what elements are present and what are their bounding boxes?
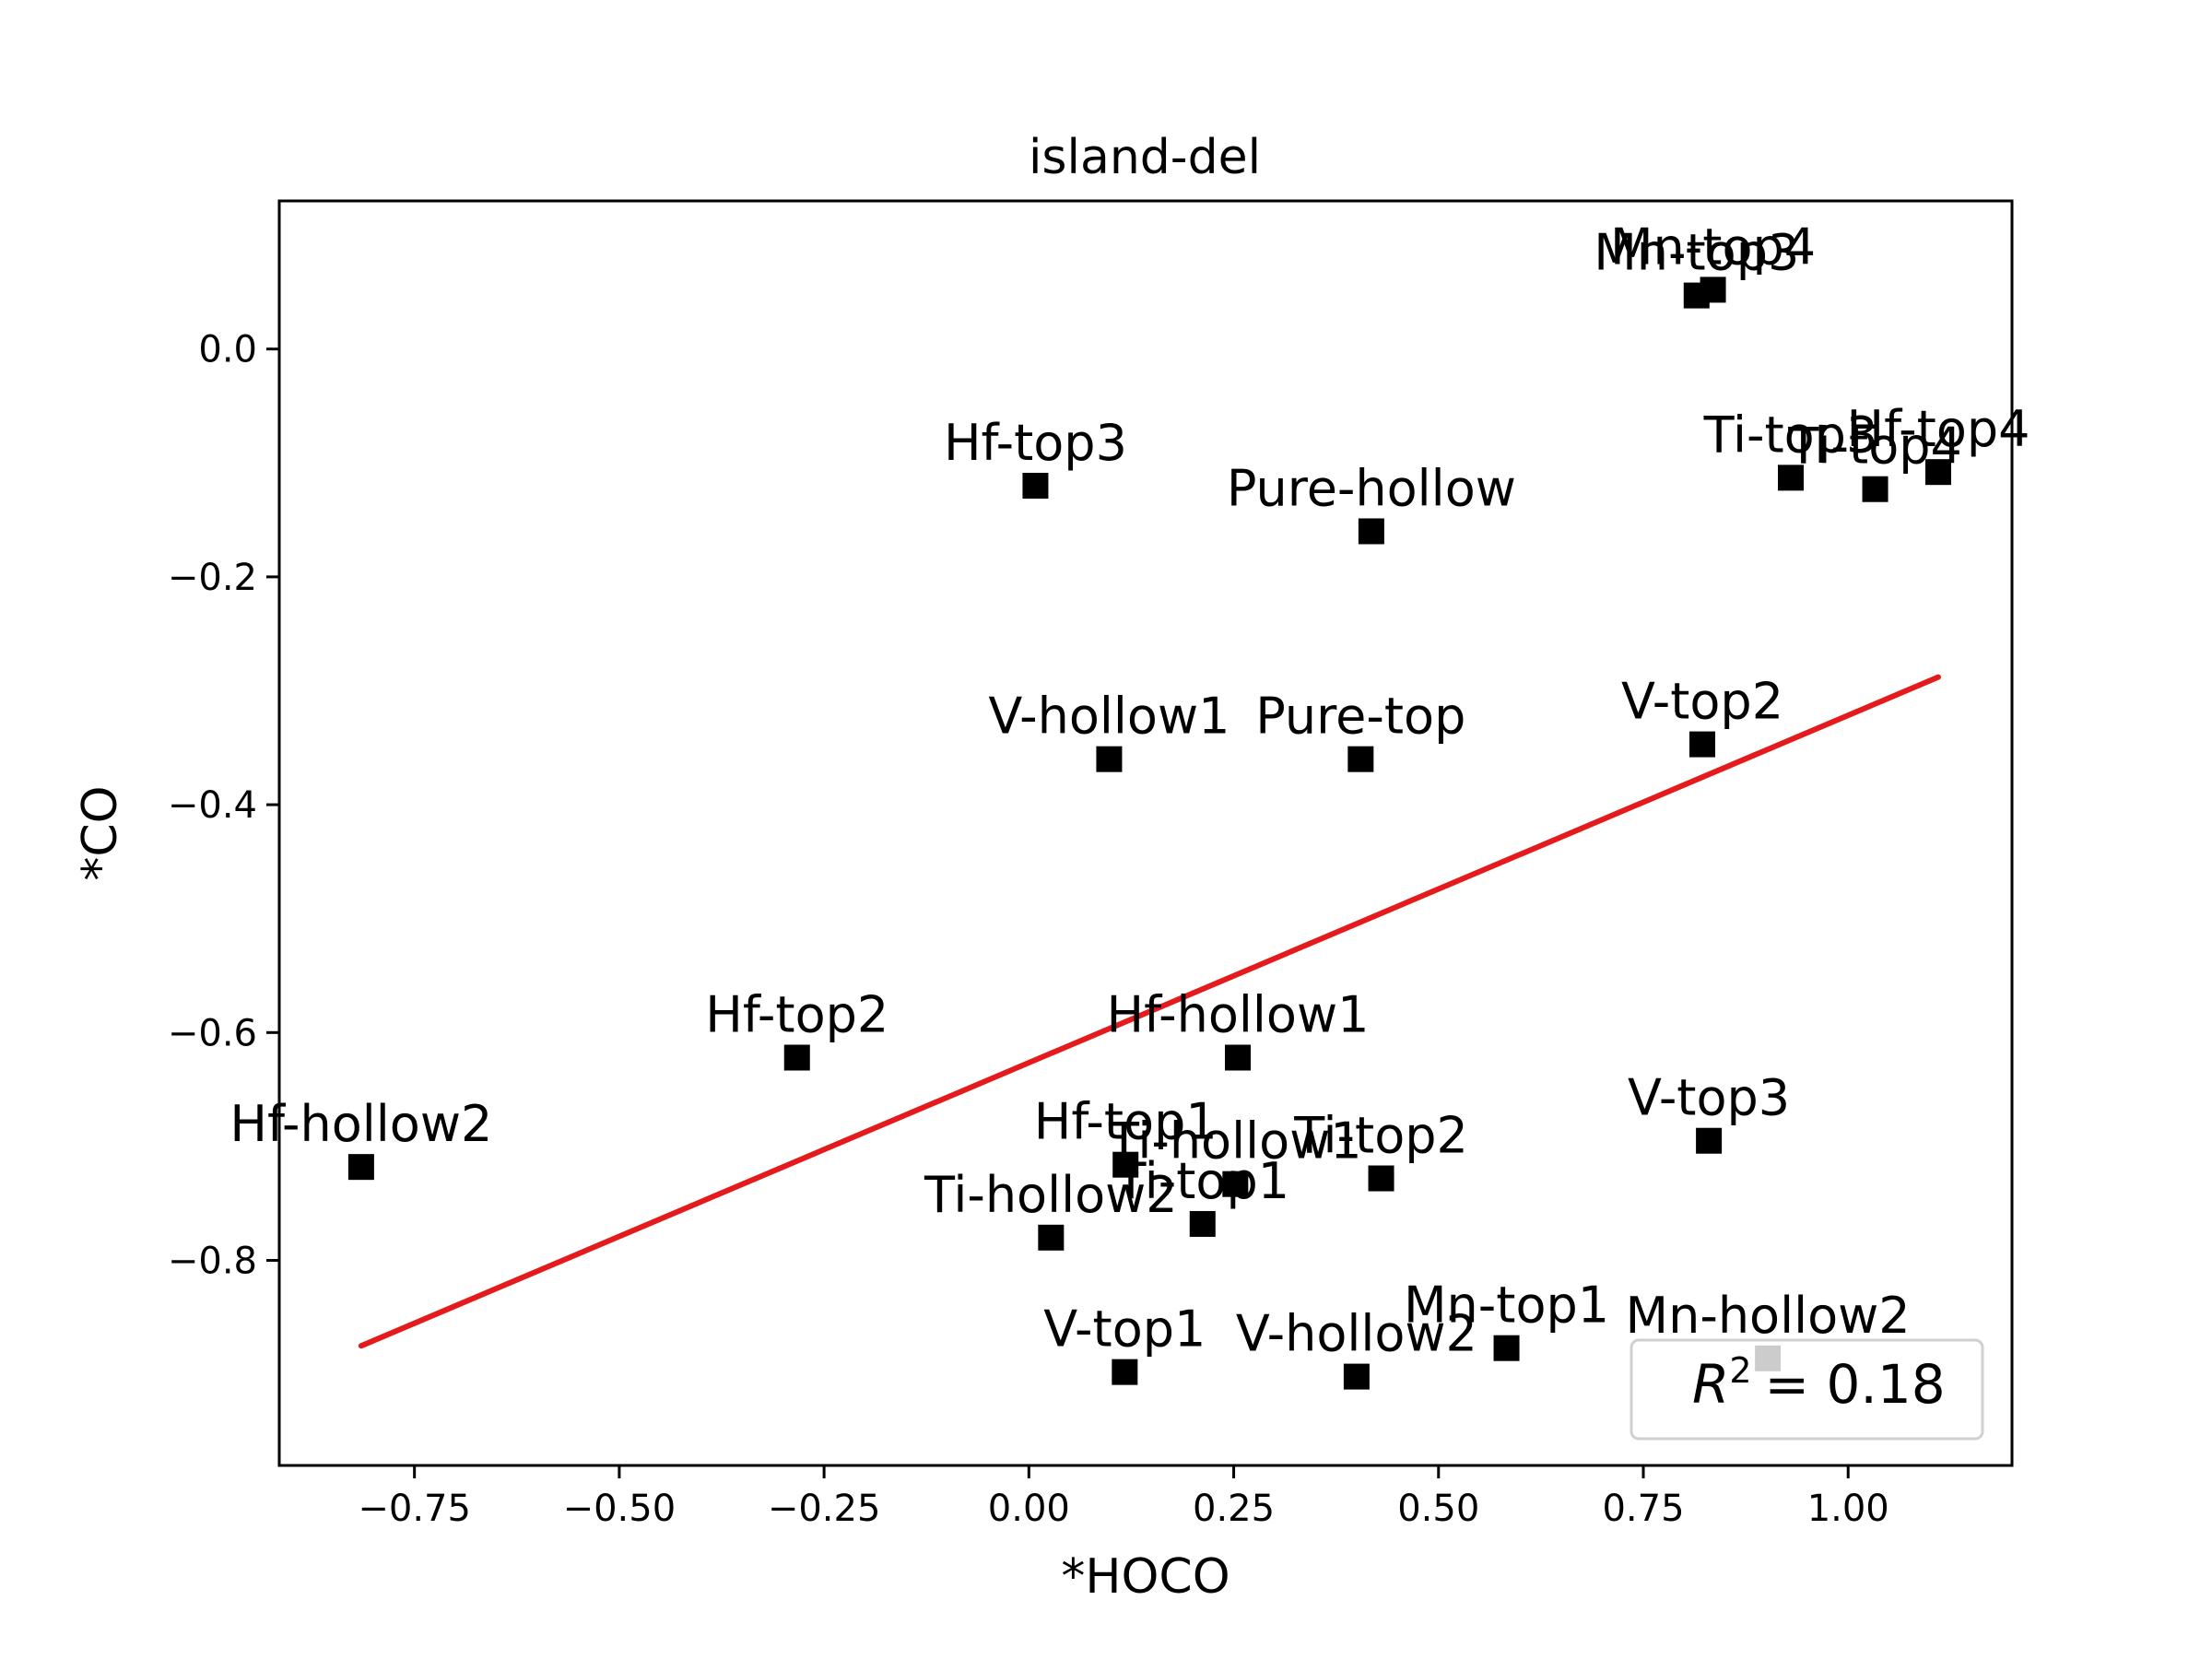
x-tick-label: −0.75 xyxy=(358,1488,471,1530)
fit-line xyxy=(358,674,1941,1349)
point-label: V-top1 xyxy=(1043,1300,1206,1359)
data-point xyxy=(1368,1165,1394,1192)
point-label: Ti-top1 xyxy=(1114,1152,1289,1210)
data-point xyxy=(1347,746,1374,772)
point-label: Pure-hollow xyxy=(1227,459,1516,517)
point-label: Mn-top1 xyxy=(1404,1277,1609,1335)
y-tick-label: 0.0 xyxy=(198,329,257,371)
point-label: Ti-top3 xyxy=(1703,406,1878,464)
legend-entry: R2 = 0.18 xyxy=(1692,1350,1946,1416)
y-tick-label: −0.6 xyxy=(168,1012,257,1054)
point-label: Hf-top4 xyxy=(1847,400,2030,458)
point-label: Mn-top4 xyxy=(1610,218,1816,276)
point-label: Ti-hollow1 xyxy=(1108,1112,1362,1171)
point-label: Hf-hollow2 xyxy=(229,1095,492,1153)
point-label: Ti-hollow2 xyxy=(924,1166,1178,1224)
x-tick-label: 0.75 xyxy=(1602,1488,1684,1530)
legend: R2 = 0.18 xyxy=(1630,1338,1984,1441)
point-label: V-hollow1 xyxy=(988,688,1230,746)
legend-value: = 0.18 xyxy=(1765,1353,1946,1416)
y-axis-label: *CO xyxy=(73,785,128,880)
y-tick-label: −0.4 xyxy=(168,784,257,827)
data-point xyxy=(1222,1171,1249,1197)
x-tick-label: 0.50 xyxy=(1397,1488,1479,1530)
point-label: Hf-top3 xyxy=(944,414,1127,472)
fit-line-group xyxy=(358,674,1941,1349)
x-tick-label: −0.50 xyxy=(563,1488,677,1530)
data-point xyxy=(1038,1224,1065,1251)
data-point xyxy=(783,1044,810,1071)
point-label: Pure-top xyxy=(1255,688,1465,746)
data-points xyxy=(347,276,1951,1390)
data-point xyxy=(1358,518,1384,545)
point-label: Hf-top1 xyxy=(1034,1093,1218,1151)
data-point xyxy=(1689,731,1715,758)
y-tick-label: −0.2 xyxy=(168,557,257,599)
point-label: Hf-top2 xyxy=(705,985,888,1043)
data-point xyxy=(1225,1044,1251,1071)
data-point xyxy=(1493,1335,1520,1361)
point-label: Ti-top4 xyxy=(1787,418,1962,476)
y-tick-label: −0.8 xyxy=(168,1241,257,1283)
point-labels: Mn-top4Mn-top3Hf-top3Pure-hollowTi-top3T… xyxy=(229,218,2030,1362)
legend-symbol-base: R xyxy=(1692,1353,1729,1416)
data-point xyxy=(1096,746,1123,772)
point-label: Hf-hollow1 xyxy=(1107,985,1370,1043)
data-point xyxy=(347,1154,374,1181)
axes: *HOCO *CO −0.75 −0.50 −0.25 0.00 0.25 0.50 0.75 1… xyxy=(73,329,1889,1605)
x-tick-label: −0.25 xyxy=(768,1488,881,1530)
data-point xyxy=(1189,1210,1216,1237)
point-label: Mn-hollow2 xyxy=(1626,1287,1911,1345)
data-point xyxy=(1683,282,1710,309)
data-point xyxy=(1925,459,1951,486)
chart-title: island-del xyxy=(1029,130,1261,185)
point-label: Ti-top2 xyxy=(1293,1107,1468,1165)
data-point xyxy=(1778,465,1804,491)
x-tick-label: 0.00 xyxy=(988,1488,1070,1530)
point-label: V-top2 xyxy=(1621,673,1783,731)
x-tick-label: 0.25 xyxy=(1193,1488,1275,1530)
data-point xyxy=(1343,1363,1370,1390)
point-label: Mn-top3 xyxy=(1594,224,1799,282)
legend-box xyxy=(1630,1338,1984,1441)
x-tick-label: 1.00 xyxy=(1807,1488,1889,1530)
plot-frame xyxy=(277,199,2014,1467)
data-point xyxy=(1696,1127,1723,1154)
data-point xyxy=(1112,1359,1138,1385)
data-point xyxy=(1022,473,1049,500)
point-label: V-top3 xyxy=(1628,1069,1790,1127)
data-point xyxy=(1862,476,1888,502)
point-label: V-hollow2 xyxy=(1236,1305,1477,1363)
data-point xyxy=(1112,1151,1139,1178)
x-axis-label: *HOCO xyxy=(1061,1549,1230,1605)
legend-symbol-exp: 2 xyxy=(1729,1350,1751,1391)
